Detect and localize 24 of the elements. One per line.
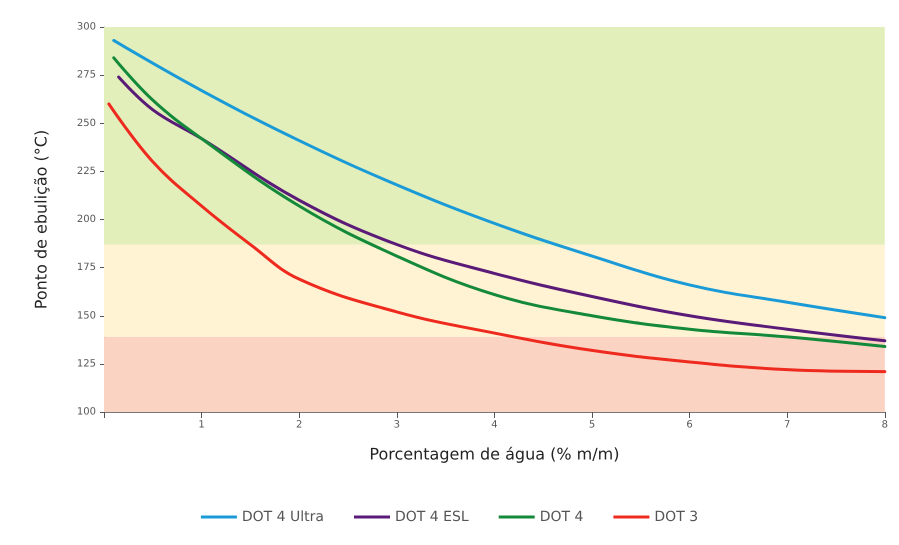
legend-label: DOT 4 bbox=[540, 509, 584, 525]
line-series bbox=[107, 102, 886, 374]
y-tick-label: 175 bbox=[76, 262, 96, 274]
x-tick-label: 1 bbox=[198, 420, 205, 430]
x-tick-label: 4 bbox=[491, 420, 498, 430]
y-tick-label: 125 bbox=[76, 358, 96, 370]
x-tick-label: 8 bbox=[882, 420, 888, 430]
y-tick-label: 200 bbox=[76, 214, 96, 225]
y-tick-label: 100 bbox=[76, 406, 96, 418]
y-tick-label: 225 bbox=[76, 166, 96, 177]
x-axis-title: Porcentagem de água (% m/m) bbox=[369, 444, 620, 464]
legend-label: DOT 4 ESL bbox=[395, 509, 469, 525]
x-tick-label: 5 bbox=[588, 420, 596, 430]
legend-label: DOT 3 bbox=[654, 509, 698, 525]
x-tick-label: 3 bbox=[394, 420, 400, 430]
x-tick-label: 7 bbox=[784, 420, 790, 430]
y-tick-label: 300 bbox=[76, 22, 96, 32]
legend-label: DOT 4 Ultra bbox=[242, 509, 324, 525]
x-tick-label: 2 bbox=[296, 420, 302, 430]
y-tick-label: 275 bbox=[76, 70, 96, 81]
x-tick-label: 6 bbox=[686, 420, 693, 430]
y-axis-title: Ponto de ebulição (°C) bbox=[32, 130, 50, 310]
y-tick-label: 150 bbox=[76, 310, 96, 322]
y-tick-label: 250 bbox=[76, 118, 96, 129]
